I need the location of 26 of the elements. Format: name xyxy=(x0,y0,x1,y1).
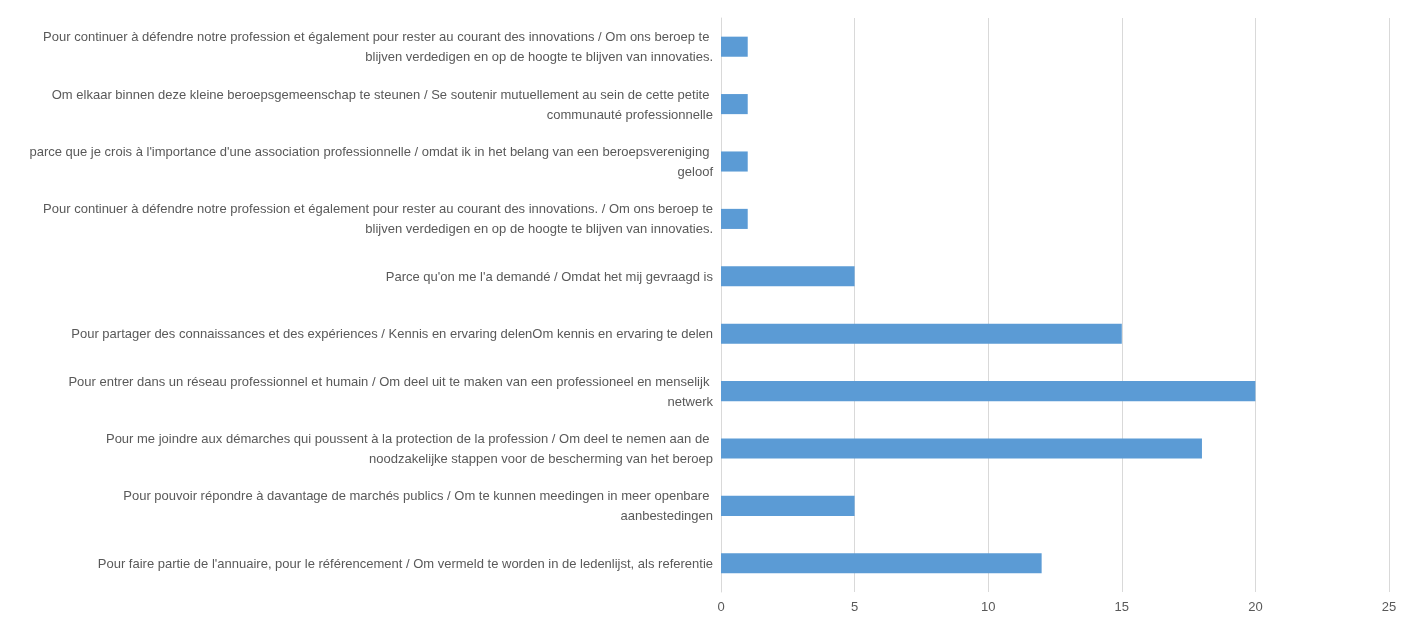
y-tick-label: Pour entrer dans un réseau professionnel et humain / Om deel uit te maken van een professioneel en menselijk netwerk xyxy=(68,373,714,409)
bar xyxy=(721,381,1256,402)
x-tick-label: 10 xyxy=(980,599,996,614)
y-tick-label: Pour me joindre aux démarches qui poussent à la protection de la profession / Om deel te nemen aan de noodzakelijke stappen voor de bescherming van het beroep xyxy=(105,431,713,466)
y-tick-label: Pour pouvoir répondre à davantage de marchés publics / Om te kunnen meedingen in meer openbare aanbestedingen xyxy=(123,488,713,524)
bar xyxy=(721,94,748,115)
bar xyxy=(721,36,748,57)
x-tick-label: 15 xyxy=(1114,599,1130,614)
x-tick-label: 20 xyxy=(1248,599,1263,614)
y-tick-label: Pour continuer à défendre notre profession et également pour rester au courant des innovations. / Om ons beroep te blijven verdedigen en op de hoogte te blijven van innovaties. xyxy=(43,201,713,237)
y-tick-label: parce que je crois à l'importance d'une association professionnelle / omdat ik in het belang van een beroepsvereniging geloof xyxy=(29,144,714,179)
bar xyxy=(721,208,748,229)
bar xyxy=(721,495,855,516)
bar xyxy=(721,438,1202,459)
y-tick-label: Pour faire partie de l'annuaire, pour le référencement / Om vermeld te worden in de ledenlijst, als referentie xyxy=(97,555,713,571)
bar xyxy=(721,266,855,287)
bar xyxy=(721,553,1042,574)
y-tick-label: Om elkaar binnen deze kleine beroepsgemeenschap te steunen / Se soutenir mutuellement au sein de cette petite communauté professionnelle xyxy=(51,86,713,122)
x-tick-label: 5 xyxy=(850,599,859,614)
bar xyxy=(721,323,1122,344)
y-tick-label: Pour partager des connaissances et des expériences / Kennis en ervaring delenOm kennis en ervaring te delen xyxy=(71,326,713,342)
y-tick-label: Pour continuer à défendre notre profession et également pour rester au courant des innovations / Om ons beroep te blijven verdedigen en op de hoogte te blijven van innovaties. xyxy=(43,29,713,65)
x-tick-label: 0 xyxy=(717,599,725,614)
y-tick-label: Parce qu'on me l'a demandé / Omdat het mij gevraagd is xyxy=(385,268,714,284)
x-tick-label: 25 xyxy=(1381,599,1397,614)
bar xyxy=(721,151,748,172)
